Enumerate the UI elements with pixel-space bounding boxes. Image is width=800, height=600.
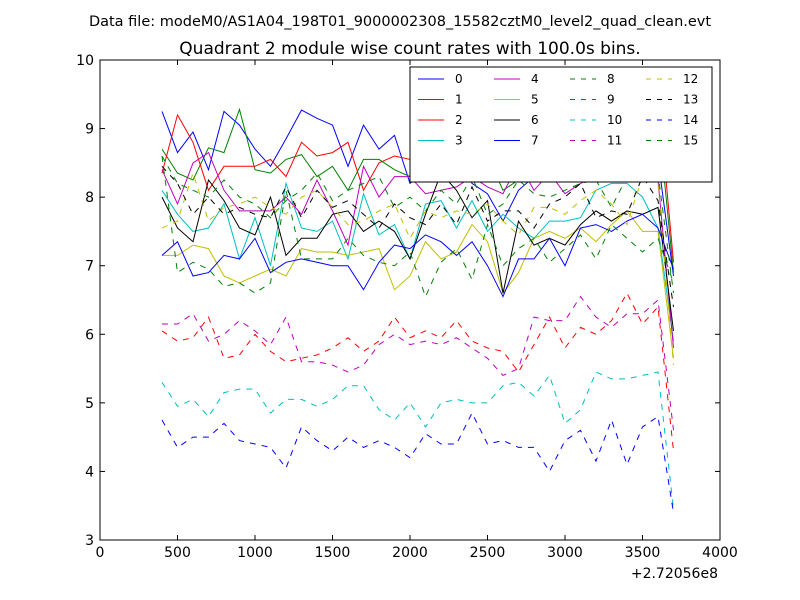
x-tick-label: 3000 [547,545,583,561]
x-tick-label: 1000 [237,545,273,561]
series-line-15 [161,155,674,298]
series-line-5 [162,210,674,359]
legend-frame [409,66,713,183]
x-tick-label: 500 [164,545,191,561]
series-line-3 [161,181,674,342]
legend-label-11: 11 [607,134,622,148]
series-line-12 [161,171,674,366]
legend-label-4: 4 [531,72,539,86]
x-tick-label: 2500 [470,545,506,561]
y-tick-label: 7 [85,259,94,275]
x-tick-label: 3500 [625,545,661,561]
y-tick-label: 6 [85,327,94,343]
legend-label-13: 13 [683,93,698,107]
series-line-13 [161,165,674,307]
y-tick-label: 4 [85,464,94,480]
x-offset-label: +2.72056e8 [631,566,718,582]
series-line-9 [161,292,674,451]
y-tick-label: 9 [85,122,94,138]
legend-label-8: 8 [607,72,615,86]
legend-label-5: 5 [531,93,539,107]
legend-label-14: 14 [683,113,698,127]
x-tick-label: 0 [96,545,105,561]
chart-title: Quadrant 2 module wise count rates with … [179,39,640,59]
y-tick-label: 10 [76,53,94,69]
legend-label-9: 9 [607,93,615,107]
axes: 0 500 1000 1500 2000 2500 3000 3500 4000 3 4 5 6 7 8 9 1… [76,53,738,561]
y-tick-label: 3 [85,533,94,549]
legend-label-2: 2 [455,113,463,127]
legend-label-0: 0 [455,72,463,86]
x-tick-label: 1500 [315,545,351,561]
legend-label-15: 15 [683,134,698,148]
legend-label-3: 3 [455,134,463,148]
legend-label-7: 7 [531,134,539,148]
legend-label-6: 6 [531,113,539,127]
figure-suptitle: Data file: modeM0/AS1A04_198T01_90000023… [89,14,711,30]
series-line-6 [161,172,674,331]
y-tick-label: 8 [85,190,94,206]
legend-label-10: 10 [607,113,622,127]
series-line-7 [161,213,674,298]
y-tick-label: 5 [85,396,94,412]
series-line-11 [162,295,674,431]
legend-label-12: 12 [683,72,698,86]
legend-label-1: 1 [455,93,463,107]
x-tick-label: 2000 [392,545,428,561]
series-line-10 [161,371,674,510]
x-tick-label: 4000 [702,545,738,561]
